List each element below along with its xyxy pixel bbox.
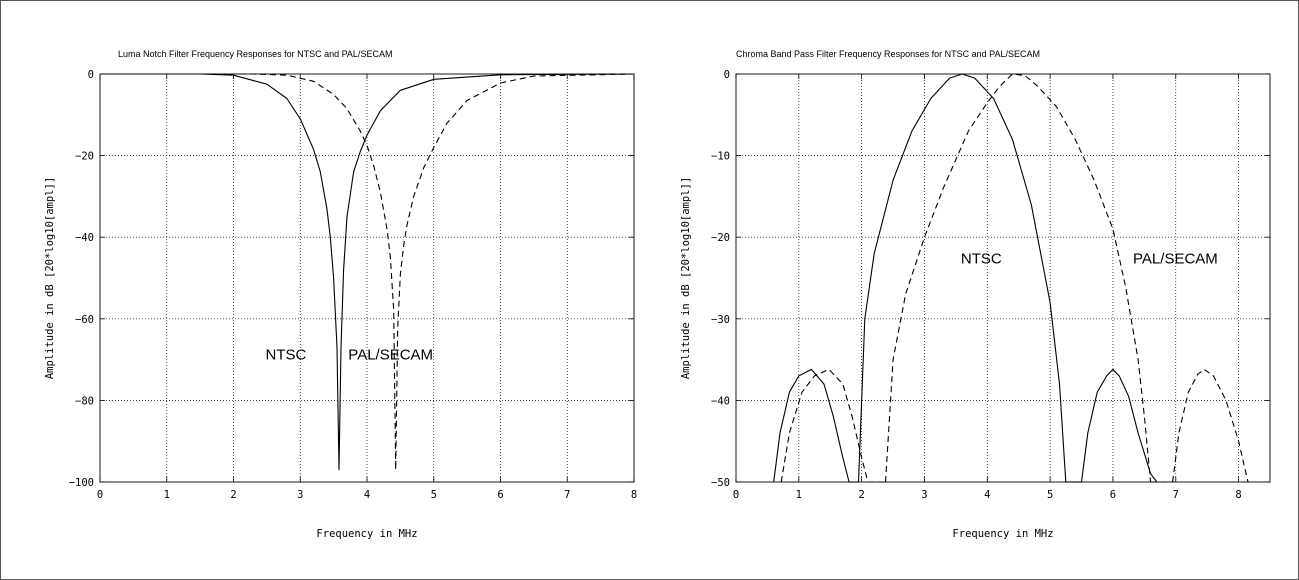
luma-annotation-pal-secam: PAL/SECAM — [348, 347, 433, 364]
chroma-plot-area — [735, 73, 1271, 483]
luma-x-axis-label: Frequency in MHz — [316, 528, 417, 540]
luma-y-tick-label: −20 — [75, 151, 94, 163]
chroma-x-tick-label: 5 — [1047, 489, 1053, 501]
luma-annotation-ntsc: NTSC — [266, 347, 307, 364]
luma-chart-title: Luma Notch Filter Frequency Responses fo… — [118, 49, 392, 59]
luma-x-tick-label: 6 — [497, 489, 503, 501]
luma-notch-chart: Luma Notch Filter Frequency Responses fo… — [44, 49, 637, 540]
luma-ntsc-curve — [100, 73, 635, 471]
chroma-y-tick-label: 0 — [724, 69, 730, 81]
luma-x-tick-label: 4 — [364, 489, 370, 501]
chroma-y-tick-label: −40 — [711, 395, 730, 407]
chroma-ntsc-curve — [1080, 368, 1158, 483]
chroma-x-tick-label: 2 — [858, 489, 864, 501]
chroma-x-tick-label: 7 — [1173, 489, 1179, 501]
chroma-y-axis-label: Amplitude in dB [20*log10[ampl]] — [680, 177, 692, 379]
chroma-annotations: NTSC PAL/SECAM — [961, 250, 1218, 267]
luma-x-tick-label: 5 — [431, 489, 437, 501]
luma-annotations: NTSC PAL/SECAM — [266, 347, 434, 364]
chroma-x-tick-label: 4 — [984, 489, 990, 501]
chroma-chart-title: Chroma Band Pass Filter Frequency Respon… — [736, 49, 1040, 59]
luma-y-tick-label: −80 — [75, 395, 94, 407]
chroma-y-tick-label: −20 — [711, 232, 730, 244]
luma-x-tick-label: 1 — [164, 489, 170, 501]
luma-y-tick-label: −60 — [75, 314, 94, 326]
chroma-pal-secam-curve — [1172, 368, 1249, 483]
chroma-annotation-ntsc: NTSC — [961, 250, 1002, 267]
chroma-y-tick-label: −50 — [711, 477, 730, 489]
luma-y-tick-label: −40 — [75, 232, 94, 244]
chroma-pal-secam-curve — [884, 73, 1152, 483]
chroma-y-tick-label: −10 — [711, 151, 730, 163]
chroma-annotation-pal-secam: PAL/SECAM — [1133, 250, 1218, 267]
luma-x-tick-label: 7 — [564, 489, 570, 501]
luma-x-tick-label: 2 — [230, 489, 236, 501]
luma-y-axis-label: Amplitude in dB [20*log10[ampl]] — [44, 177, 56, 379]
chroma-x-tick-label: 6 — [1110, 489, 1116, 501]
luma-pal-secam-curve — [100, 73, 635, 471]
chroma-bandpass-chart: Chroma Band Pass Filter Frequency Respon… — [680, 49, 1271, 540]
luma-series — [100, 73, 635, 471]
chroma-ticks: 0 1 2 3 4 5 6 7 8 0 −10 −20 −30 −40 −50 — [711, 69, 1270, 501]
chroma-ntsc-curve — [773, 368, 850, 483]
luma-y-tick-label: 0 — [88, 69, 94, 81]
luma-y-tick-label: −100 — [69, 477, 94, 489]
chroma-x-tick-label: 0 — [733, 489, 739, 501]
luma-x-tick-label: 3 — [297, 489, 303, 501]
chroma-y-tick-label: −30 — [711, 314, 730, 326]
luma-x-tick-label: 8 — [631, 489, 637, 501]
chroma-grid — [736, 74, 1270, 482]
chroma-x-tick-label: 8 — [1235, 489, 1241, 501]
chroma-series — [773, 73, 1249, 483]
chroma-x-tick-label: 3 — [921, 489, 927, 501]
luma-plot-area — [99, 73, 635, 483]
luma-x-tick-label: 0 — [97, 489, 103, 501]
luma-ticks: 0 1 2 3 4 5 6 7 8 0 −20 −40 −60 −80 −100 — [69, 69, 637, 501]
chroma-x-axis-label: Frequency in MHz — [952, 528, 1053, 540]
chroma-pal-secam-curve — [780, 368, 869, 483]
chroma-x-tick-label: 1 — [796, 489, 802, 501]
luma-grid — [100, 74, 634, 482]
